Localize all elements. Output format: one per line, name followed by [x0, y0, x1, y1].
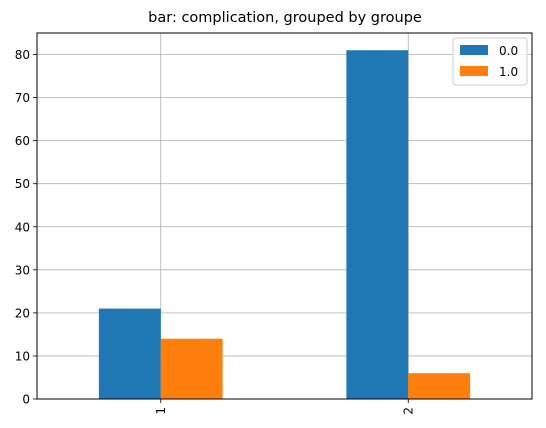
bar-0.0-2 — [346, 50, 409, 399]
y-axis: 0 10 20 30 40 50 60 70 80 — [15, 48, 37, 407]
y-tick-label: 0 — [22, 393, 30, 407]
chart-title: bar: complication, grouped by groupe — [148, 10, 422, 26]
legend: 0.0 1.0 — [452, 37, 528, 86]
y-tick-label: 70 — [15, 91, 30, 105]
y-tick-label: 80 — [15, 48, 30, 62]
legend-label: 1.0 — [499, 65, 518, 79]
y-tick-label: 10 — [15, 349, 30, 363]
legend-label: 0.0 — [499, 44, 518, 58]
y-tick-label: 30 — [15, 263, 30, 277]
y-tick-label: 60 — [15, 134, 30, 148]
bars — [98, 50, 471, 399]
legend-swatch — [460, 45, 488, 55]
legend-swatch — [460, 66, 488, 76]
x-tick-label: 1 — [154, 407, 168, 415]
y-tick-label: 50 — [15, 177, 30, 191]
bar-0.0-1 — [98, 308, 161, 399]
bar-1.0-2 — [408, 373, 471, 399]
y-tick-label: 20 — [15, 306, 30, 320]
y-tick-label: 40 — [15, 220, 30, 234]
x-tick-label: 2 — [401, 407, 415, 415]
bar-1.0-1 — [160, 338, 223, 399]
plot-frame — [36, 32, 533, 400]
